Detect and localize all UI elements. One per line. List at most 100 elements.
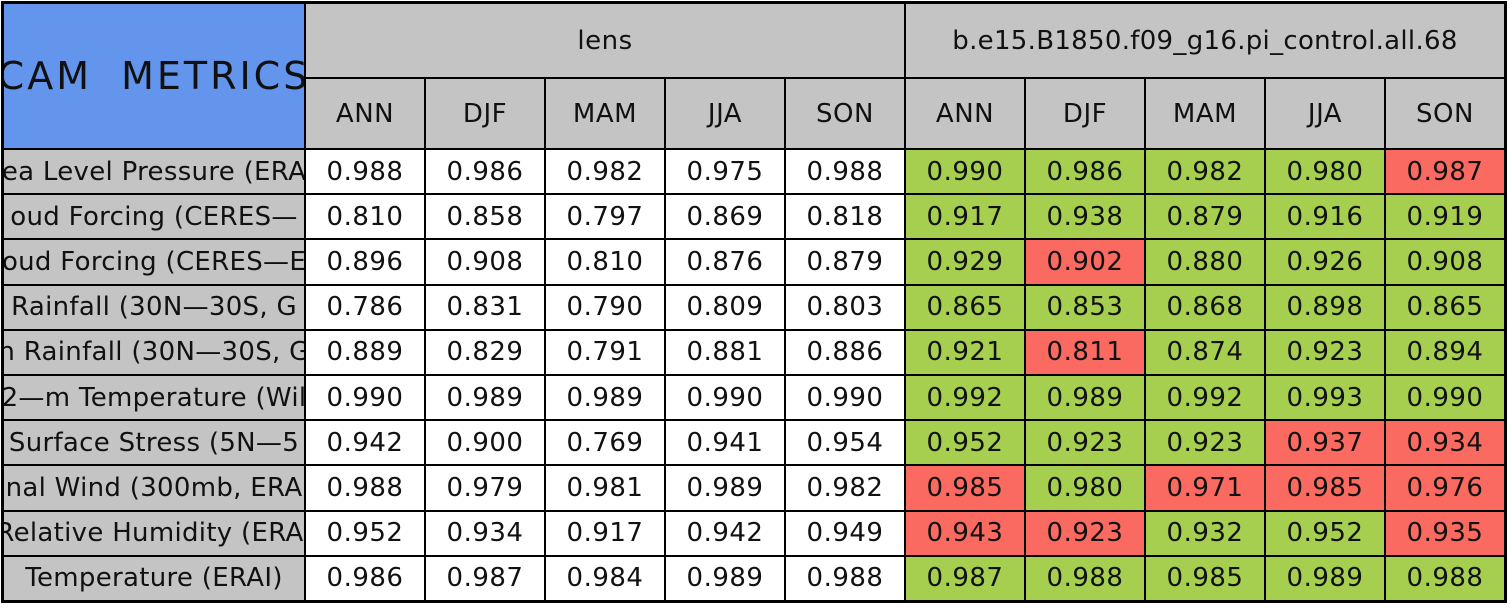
control-value-son: 0.919 [1386,195,1504,239]
metric-row-label: ea Level Pressure (ERA [4,150,304,194]
season-header-lens-djf: DJF [426,79,544,148]
lens-value-ann: 0.988 [306,150,424,194]
lens-value-mam: 0.984 [546,556,664,600]
lens-value-jja: 0.990 [666,375,784,420]
control-value-jja: 0.980 [1266,150,1384,194]
lens-value-son: 0.982 [786,466,904,510]
season-header-control-mam: MAM [1146,79,1264,148]
lens-value-son: 0.988 [786,150,904,194]
metric-row-label: Relative Humidity (ERAI [4,511,304,555]
lens-value-mam: 0.917 [546,511,664,555]
lens-value-djf: 0.900 [426,421,544,465]
control-value-ann: 0.917 [906,195,1024,239]
lens-value-ann: 0.990 [306,375,424,420]
control-value-ann: 0.990 [906,150,1024,194]
metric-row-label: Temperature (ERAI) [4,556,304,600]
control-value-djf: 0.989 [1026,375,1144,420]
lens-value-djf: 0.986 [426,150,544,194]
control-value-mam: 0.985 [1146,556,1264,600]
lens-value-ann: 0.786 [306,285,424,329]
control-value-son: 0.894 [1386,330,1504,374]
control-value-ann: 0.943 [906,511,1024,555]
lens-value-jja: 0.989 [666,466,784,510]
table-title: CAM METRICS [4,4,304,148]
lens-value-ann: 0.896 [306,240,424,284]
control-value-mam: 0.868 [1146,285,1264,329]
season-header-control-jja: JJA [1266,79,1384,148]
lens-value-djf: 0.829 [426,330,544,374]
control-value-jja: 0.923 [1266,330,1384,374]
metric-row-label: nal Wind (300mb, ERA [4,466,304,510]
lens-value-son: 0.803 [786,285,904,329]
control-value-mam: 0.971 [1146,466,1264,510]
control-value-jja: 0.926 [1266,240,1384,284]
control-value-jja: 0.989 [1266,556,1384,600]
control-value-ann: 0.987 [906,556,1024,600]
control-value-djf: 0.980 [1026,466,1144,510]
control-value-mam: 0.874 [1146,330,1264,374]
season-header-lens-mam: MAM [546,79,664,148]
season-header-lens-jja: JJA [666,79,784,148]
control-value-djf: 0.986 [1026,150,1144,194]
control-value-ann: 0.921 [906,330,1024,374]
metric-row-label: Surface Stress (5N—5 [4,421,304,465]
season-header-control-son: SON [1386,79,1504,148]
metric-row-label: Rainfall (30N—30S, G [4,285,304,329]
lens-value-mam: 0.769 [546,421,664,465]
lens-value-son: 0.818 [786,195,904,239]
control-value-ann: 0.952 [906,421,1024,465]
lens-value-ann: 0.942 [306,421,424,465]
control-value-djf: 0.811 [1026,330,1144,374]
lens-value-jja: 0.989 [666,556,784,600]
control-value-djf: 0.923 [1026,421,1144,465]
lens-value-djf: 0.858 [426,195,544,239]
control-value-son: 0.935 [1386,511,1504,555]
lens-value-jja: 0.881 [666,330,784,374]
control-value-jja: 0.898 [1266,285,1384,329]
control-value-son: 0.908 [1386,240,1504,284]
lens-value-mam: 0.810 [546,240,664,284]
control-value-djf: 0.923 [1026,511,1144,555]
column-group-header-lens: lens [306,4,904,77]
control-value-jja: 0.916 [1266,195,1384,239]
lens-value-mam: 0.790 [546,285,664,329]
lens-value-ann: 0.810 [306,195,424,239]
lens-value-mam: 0.981 [546,466,664,510]
column-group-header-control-case: b.e15.B1850.f09_g16.pi_control.all.68 [906,4,1504,77]
lens-value-mam: 0.797 [546,195,664,239]
metric-row-label: n Rainfall (30N—30S, G [4,330,304,374]
control-value-jja: 0.952 [1266,511,1384,555]
control-value-mam: 0.879 [1146,195,1264,239]
control-value-mam: 0.982 [1146,150,1264,194]
control-value-jja: 0.993 [1266,375,1384,420]
metric-row-label: oud Forcing (CERES—E [4,240,304,284]
lens-value-djf: 0.908 [426,240,544,284]
metric-row-label: 2—m Temperature (Wil [4,375,304,420]
control-value-ann: 0.865 [906,285,1024,329]
season-header-control-ann: ANN [906,79,1024,148]
lens-value-son: 0.886 [786,330,904,374]
lens-value-mam: 0.989 [546,375,664,420]
lens-value-son: 0.988 [786,556,904,600]
lens-value-djf: 0.831 [426,285,544,329]
control-value-mam: 0.992 [1146,375,1264,420]
lens-value-son: 0.954 [786,421,904,465]
control-value-son: 0.976 [1386,466,1504,510]
control-value-son: 0.987 [1386,150,1504,194]
control-value-son: 0.988 [1386,556,1504,600]
lens-value-jja: 0.975 [666,150,784,194]
lens-value-mam: 0.791 [546,330,664,374]
lens-value-ann: 0.986 [306,556,424,600]
lens-value-son: 0.879 [786,240,904,284]
lens-value-ann: 0.889 [306,330,424,374]
control-value-djf: 0.938 [1026,195,1144,239]
control-value-ann: 0.985 [906,466,1024,510]
control-value-djf: 0.988 [1026,556,1144,600]
control-value-djf: 0.902 [1026,240,1144,284]
control-value-jja: 0.985 [1266,466,1384,510]
lens-value-djf: 0.987 [426,556,544,600]
control-value-mam: 0.932 [1146,511,1264,555]
control-value-djf: 0.853 [1026,285,1144,329]
lens-value-jja: 0.869 [666,195,784,239]
control-value-mam: 0.880 [1146,240,1264,284]
